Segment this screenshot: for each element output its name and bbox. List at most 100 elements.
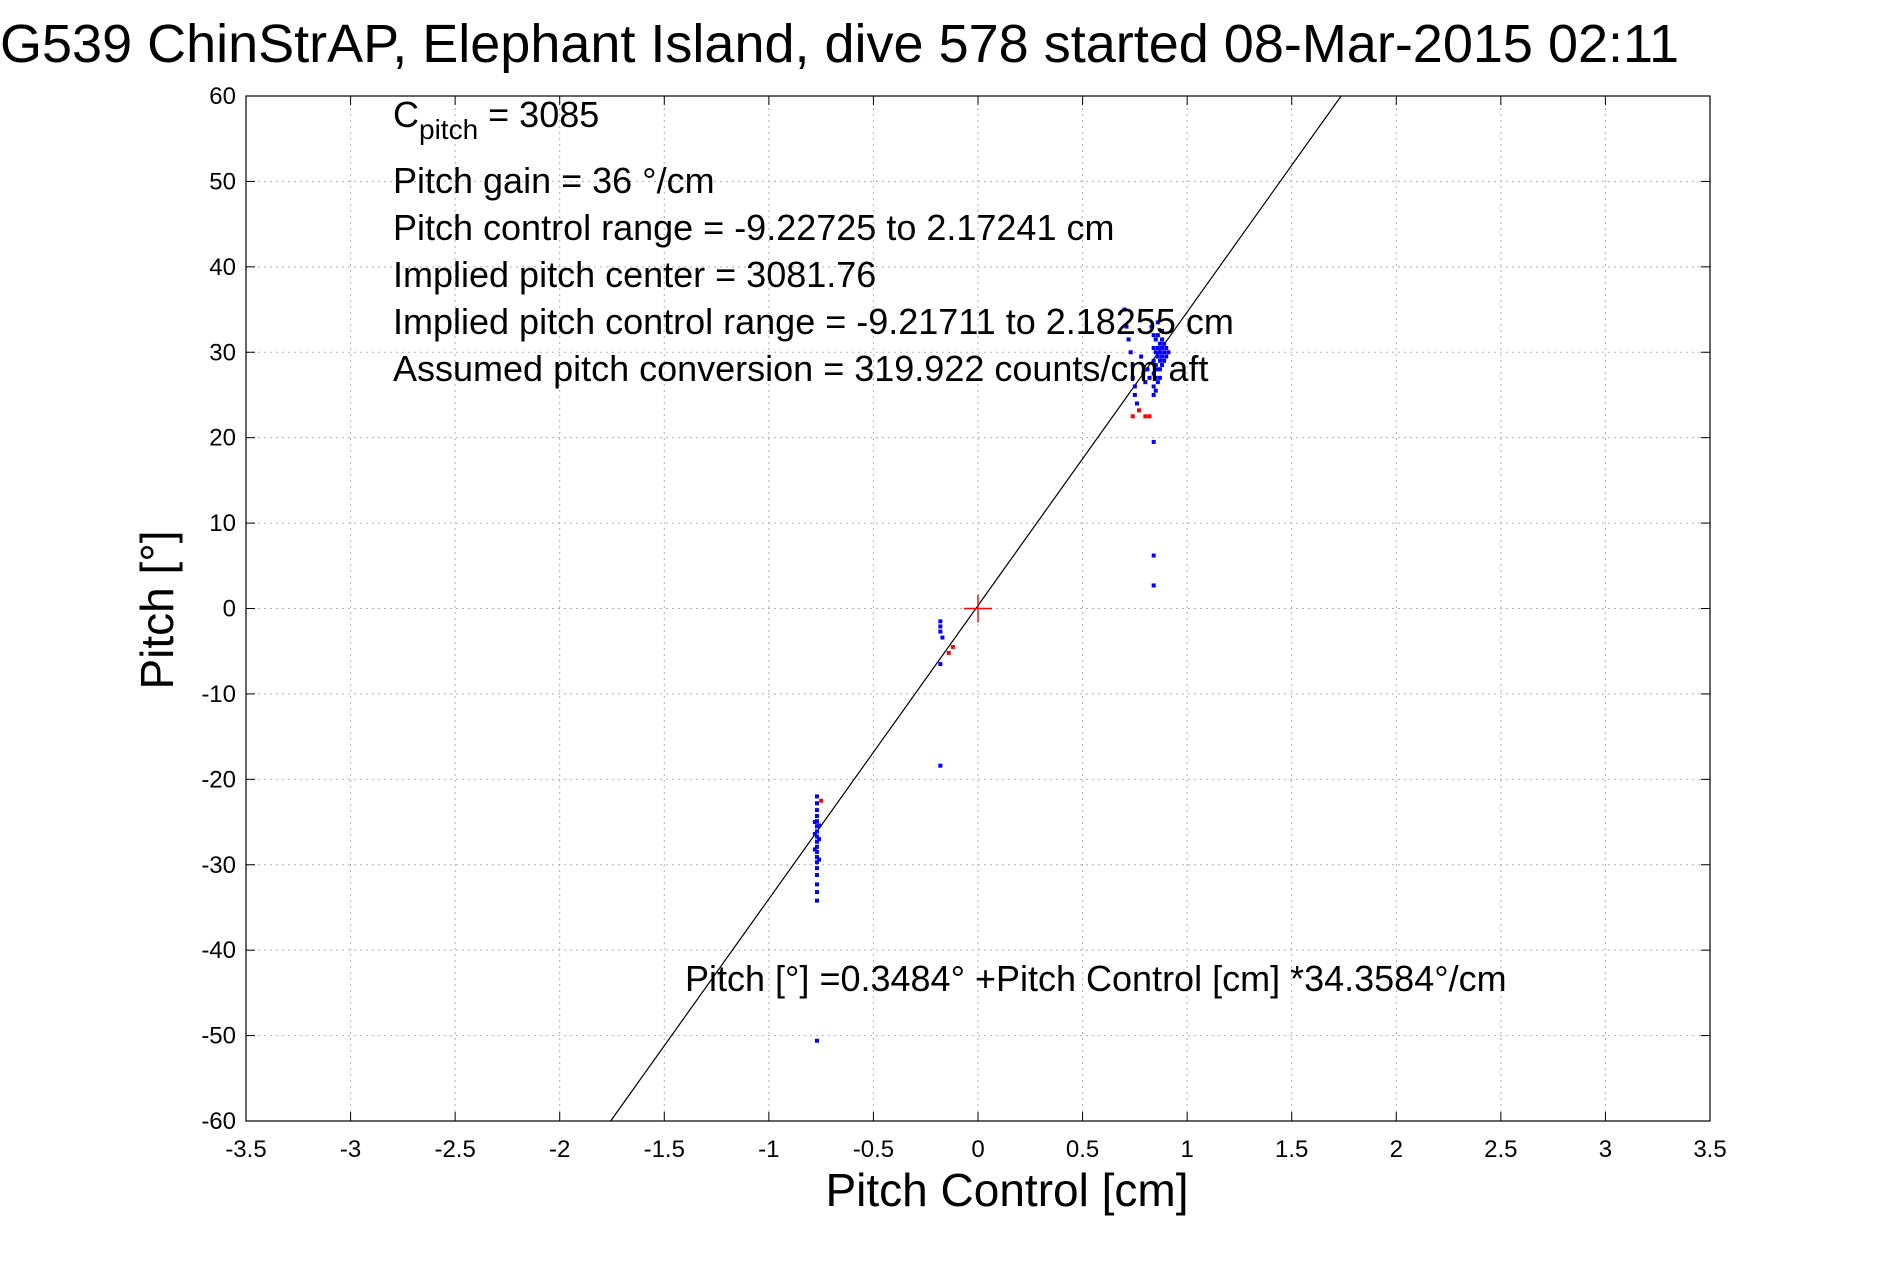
blue-data-point	[814, 855, 819, 860]
blue-data-point	[938, 629, 943, 634]
blue-data-point	[1132, 392, 1137, 397]
x-tick-label: -1.5	[644, 1136, 685, 1163]
red-data-point	[1130, 414, 1135, 419]
blue-data-point	[1164, 345, 1169, 350]
red-data-point	[819, 798, 824, 803]
y-tick-label: -50	[201, 1023, 236, 1050]
blue-data-point	[1147, 375, 1152, 380]
blue-data-point	[1151, 583, 1156, 588]
blue-data-point	[814, 860, 819, 865]
blue-data-point	[1160, 363, 1165, 368]
blue-data-point	[1130, 375, 1135, 380]
annotation-control-range: Pitch control range = -9.22725 to 2.1724…	[393, 207, 1114, 248]
blue-data-point	[1155, 380, 1160, 385]
blue-data-point	[940, 635, 945, 640]
data-points	[812, 307, 1171, 1043]
blue-data-point	[814, 873, 819, 877]
blue-data-point	[1126, 337, 1131, 342]
blue-data-point	[1141, 371, 1146, 376]
x-tick-label: 3	[1599, 1136, 1612, 1163]
x-tick-labels: -3.5 -3 -2.5 -2 -1.5 -1 -0.5 0 0.5 1 1.5 2 2.5 3 3.5	[225, 1136, 1726, 1163]
blue-data-point	[1155, 345, 1160, 350]
x-tick-label: -3	[340, 1136, 361, 1163]
x-tick-label: -0.5	[853, 1136, 894, 1163]
y-tick-label: -30	[201, 852, 236, 879]
red-data-point	[1143, 414, 1148, 419]
blue-data-point	[814, 834, 819, 839]
blue-data-point	[812, 832, 817, 836]
blue-data-point	[814, 1038, 819, 1043]
fit-equation: Pitch [°] =0.3484° +Pitch Control [cm] *…	[685, 958, 1507, 999]
x-tick-label: -2.5	[434, 1136, 475, 1163]
y-tick-label: 30	[209, 339, 236, 366]
annotation-block: Cpitch = 3085 Pitch gain = 36 °/cm Pitch…	[393, 94, 1234, 389]
x-axis-label: Pitch Control [cm]	[826, 1164, 1189, 1216]
blue-data-point	[1157, 375, 1162, 380]
blue-data-point	[938, 662, 943, 667]
x-tick-label: 2	[1390, 1136, 1403, 1163]
y-tick-label: 10	[209, 510, 236, 537]
grid	[246, 96, 1710, 1121]
blue-data-point	[814, 890, 819, 895]
annotation-cpitch: Cpitch = 3085	[393, 94, 599, 145]
red-data-point	[950, 644, 955, 649]
blue-data-point	[814, 866, 819, 871]
blue-data-point	[1155, 333, 1160, 338]
blue-data-point	[1151, 439, 1156, 444]
y-tick-label: 40	[209, 254, 236, 281]
x-tick-label: 0	[971, 1136, 984, 1163]
blue-data-point	[1157, 350, 1162, 355]
blue-data-point	[1164, 354, 1169, 359]
blue-data-point	[1145, 367, 1150, 372]
axis-ticks	[245, 95, 1711, 1122]
blue-data-point	[1153, 388, 1158, 393]
blue-data-point	[814, 819, 819, 824]
y-tick-label: -60	[201, 1108, 236, 1135]
y-tick-label: -40	[201, 937, 236, 964]
blue-data-point	[1160, 345, 1165, 350]
y-tick-label: 60	[209, 83, 236, 110]
red-data-point	[946, 650, 951, 655]
y-tick-label: 0	[223, 596, 236, 623]
blue-data-point	[1149, 324, 1154, 329]
blue-data-point	[814, 882, 819, 887]
x-tick-label: 3.5	[1693, 1136, 1726, 1163]
y-tick-labels: -60 -50 -40 -30 -20 -10 0 10 20 30 40 50 60	[201, 83, 236, 1135]
blue-data-point	[814, 839, 819, 844]
blue-data-point	[817, 823, 822, 828]
blue-data-point	[1143, 380, 1148, 385]
blue-data-point	[1155, 320, 1160, 325]
blue-data-point	[1157, 367, 1162, 372]
blue-data-point	[812, 847, 817, 852]
blue-data-point	[938, 763, 943, 768]
blue-data-point	[1151, 371, 1156, 376]
blue-data-point	[814, 808, 819, 813]
x-tick-label: 1.5	[1275, 1136, 1308, 1163]
blue-data-point	[1166, 350, 1171, 355]
annotation-conversion: Assumed pitch conversion = 319.922 count…	[393, 348, 1208, 389]
annotation-cpitch-sub: pitch	[419, 114, 478, 145]
center-marker	[964, 594, 992, 623]
red-data-point	[1137, 408, 1142, 413]
blue-data-point	[1151, 384, 1156, 389]
blue-data-point	[1134, 401, 1139, 406]
blue-data-point	[814, 898, 819, 903]
annotation-cpitch-prefix: C	[393, 94, 419, 135]
blue-data-point	[1130, 363, 1135, 368]
annotation-implied-range: Implied pitch control range = -9.21711 t…	[393, 301, 1234, 342]
blue-data-point	[1122, 307, 1127, 312]
annotation-pitch-gain: Pitch gain = 36 °/cm	[393, 160, 715, 201]
blue-data-point	[1151, 358, 1156, 363]
x-tick-label: -2	[549, 1136, 570, 1163]
y-tick-label: -10	[201, 681, 236, 708]
y-tick-label: 50	[209, 168, 236, 195]
blue-data-point	[1139, 354, 1144, 359]
annotation-implied-center: Implied pitch center = 3081.76	[393, 254, 876, 295]
y-axis-label: Pitch [°]	[131, 530, 183, 689]
blue-data-point	[1162, 358, 1167, 363]
blue-data-point	[817, 857, 822, 862]
blue-data-point	[814, 844, 819, 849]
blue-data-point	[814, 849, 819, 854]
blue-data-point	[1153, 363, 1158, 368]
x-tick-label: 2.5	[1484, 1136, 1517, 1163]
